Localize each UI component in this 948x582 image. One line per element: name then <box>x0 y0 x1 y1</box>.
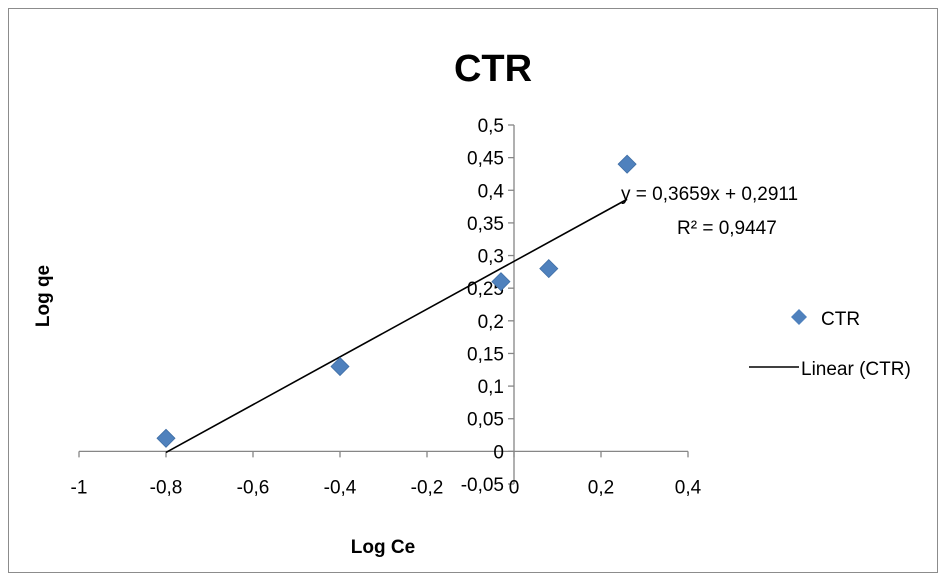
x-tick-label: -0,6 <box>237 477 270 498</box>
y-tick-label: 0,1 <box>478 377 504 398</box>
x-tick-label: 0,2 <box>588 477 614 498</box>
data-point <box>156 428 176 448</box>
data-point <box>491 272 511 292</box>
y-tick-label: 0,2 <box>478 312 504 333</box>
chart-frame: CTR -0,05 0 0,05 0,1 0,15 0,2 0,25 0,3 0,35 0,4 0,… <box>8 8 938 573</box>
r-squared-label: R² = 0,9447 <box>677 218 777 239</box>
data-point <box>330 356 350 377</box>
x-tick-labels: -1 -0,8 -0,6 -0,4 -0,2 0 0,2 0,4 <box>71 477 702 498</box>
y-tick-label: 0 <box>493 442 504 463</box>
y-tick-labels: -0,0500,050,10,150,20,250,30,350,40,450,… <box>461 116 505 496</box>
x-axis-title: Log Ce <box>351 537 415 558</box>
data-point <box>617 154 637 174</box>
legend-marker-ctr <box>791 309 807 325</box>
trendline <box>165 198 628 454</box>
x-tick-label: 0 <box>509 477 520 498</box>
legend-label-ctr: CTR <box>821 309 860 330</box>
y-tick-label: 0,15 <box>467 344 504 365</box>
y-axis-title: Log qe <box>33 265 54 327</box>
legend-label-linear: Linear (CTR) <box>801 359 911 380</box>
y-tick-label: 0,45 <box>467 149 504 170</box>
y-tick-label: 0,05 <box>467 410 504 431</box>
data-points <box>156 154 637 448</box>
y-tick-label: 0,3 <box>478 247 504 268</box>
legend: CTR Linear (CTR) <box>749 309 911 380</box>
x-tick-label: -0,2 <box>411 477 444 498</box>
x-tick-label: 0,4 <box>675 477 702 498</box>
y-tick-label: -0,05 <box>461 475 504 496</box>
trendline-equation: y = 0,3659x + 0,2911 <box>621 184 798 205</box>
chart-title: CTR <box>454 48 532 90</box>
axes <box>78 124 689 485</box>
data-point <box>539 259 559 279</box>
y-tick-label: 0,4 <box>478 181 505 202</box>
chart-svg: CTR -0,0500,050,10,150,20,250,30,350,40,… <box>33 48 911 558</box>
x-tick-label: -0,8 <box>150 477 183 498</box>
y-tick-label: 0,35 <box>467 214 504 235</box>
y-tick-label: 0,5 <box>478 116 504 137</box>
x-tick-label: -1 <box>71 477 88 498</box>
x-tick-label: -0,4 <box>324 477 357 498</box>
